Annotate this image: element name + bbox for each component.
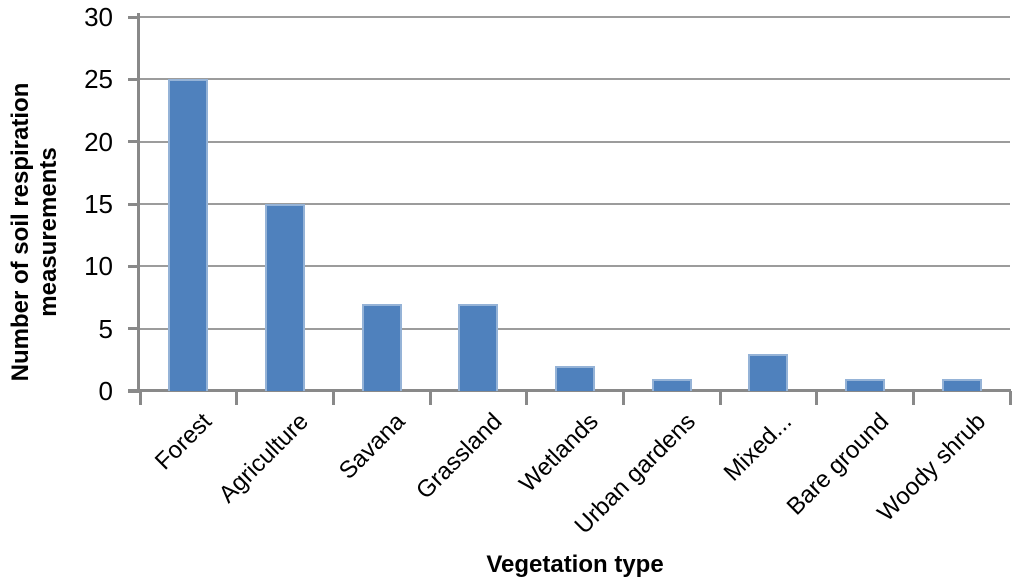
y-axis-title: Number of soil respiration measurements — [7, 42, 63, 422]
y-axis-tick — [128, 140, 140, 144]
y-tick-label: 25 — [84, 64, 113, 95]
bar-bare-ground — [845, 378, 885, 391]
x-category-label: Savana — [334, 408, 411, 485]
bar-forest — [168, 79, 209, 391]
gridline-15 — [140, 203, 1010, 205]
x-axis-tick — [718, 391, 722, 405]
y-axis-tick — [128, 389, 140, 393]
y-axis-title-line1: Number of soil respiration — [7, 82, 34, 382]
y-axis-tick — [128, 264, 140, 268]
y-axis-title-line2: measurements — [35, 147, 62, 317]
x-category-label: Wetlands — [514, 408, 605, 498]
x-axis-tick — [525, 391, 529, 405]
x-axis-tick — [621, 391, 625, 405]
y-axis-line — [137, 13, 140, 391]
y-tick-label: 10 — [84, 251, 113, 282]
x-axis-tick — [815, 391, 819, 405]
y-tick-label: 15 — [84, 189, 113, 219]
x-axis-tick — [911, 391, 915, 405]
gridline-30 — [140, 16, 1010, 18]
bar-grassland — [458, 303, 499, 391]
bar-woody-shrub — [941, 378, 982, 391]
y-axis-tick — [128, 77, 140, 81]
y-tick-label: 30 — [84, 2, 113, 32]
x-axis-title: Vegetation type — [486, 551, 664, 578]
bar-wetlands — [555, 366, 595, 391]
y-axis-tick — [128, 327, 140, 331]
y-tick-label: 0 — [98, 376, 113, 406]
y-axis-tick — [128, 15, 140, 19]
gridline-10 — [140, 265, 1010, 268]
x-category-label: Forest — [150, 408, 218, 476]
bar-agriculture — [265, 204, 305, 391]
x-axis-tick — [1008, 391, 1012, 405]
bar-mixed — [748, 353, 789, 391]
bar-urban-gardens — [651, 378, 692, 391]
x-axis-tick — [331, 391, 335, 405]
gridline-20 — [140, 140, 1010, 143]
gridline-25 — [140, 78, 1010, 81]
bar-savana — [361, 303, 402, 391]
x-category-label: Grassland — [410, 408, 508, 505]
x-axis-tick — [235, 391, 239, 405]
y-tick-label: 20 — [84, 126, 113, 157]
y-axis-tick — [128, 202, 140, 206]
y-tick-label: 5 — [98, 313, 113, 344]
gridline-5 — [140, 327, 1010, 330]
x-category-label: Mixed... — [718, 408, 798, 487]
x-category-label: Agriculture — [213, 408, 315, 509]
x-axis-tick — [138, 391, 142, 405]
x-axis-tick — [428, 391, 432, 405]
